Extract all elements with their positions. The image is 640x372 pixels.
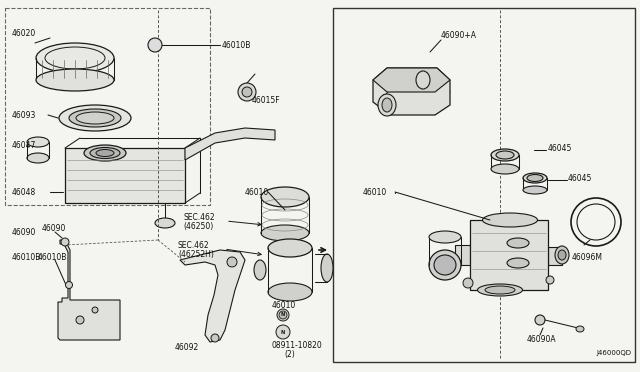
Text: 08911-10820: 08911-10820 [272, 340, 323, 350]
Text: 46090: 46090 [12, 228, 36, 237]
Circle shape [276, 325, 290, 339]
Bar [5, 8, 210, 205]
Text: 46010B: 46010B [38, 253, 67, 263]
Text: 46092: 46092 [175, 343, 199, 353]
Text: 46093: 46093 [12, 110, 36, 119]
Ellipse shape [576, 326, 584, 332]
Text: 46045: 46045 [568, 173, 593, 183]
Polygon shape [373, 68, 450, 115]
Ellipse shape [507, 238, 529, 248]
Ellipse shape [416, 71, 430, 89]
Ellipse shape [59, 105, 131, 131]
Text: SEC.462: SEC.462 [178, 241, 210, 250]
Ellipse shape [321, 254, 333, 282]
Bar [470, 220, 548, 290]
Circle shape [227, 257, 237, 267]
Text: 46015F: 46015F [252, 96, 280, 105]
Circle shape [211, 334, 219, 342]
Text: SEC.462: SEC.462 [183, 212, 214, 221]
Ellipse shape [268, 283, 312, 301]
Text: N: N [281, 312, 285, 317]
Ellipse shape [491, 149, 519, 161]
Text: J46000QD: J46000QD [596, 350, 631, 356]
Text: 46045: 46045 [548, 144, 572, 153]
Ellipse shape [491, 164, 519, 174]
Circle shape [148, 38, 162, 52]
Ellipse shape [496, 151, 514, 159]
Bar [65, 148, 185, 203]
Circle shape [242, 87, 252, 97]
Ellipse shape [477, 284, 522, 296]
Ellipse shape [527, 174, 543, 182]
Bar [455, 245, 470, 265]
Ellipse shape [382, 98, 392, 112]
Ellipse shape [523, 186, 547, 194]
Ellipse shape [36, 43, 114, 73]
Text: (46252H): (46252H) [178, 250, 214, 259]
Ellipse shape [434, 255, 456, 275]
Ellipse shape [69, 109, 121, 127]
Ellipse shape [378, 94, 396, 116]
Text: 46090+A: 46090+A [441, 31, 477, 39]
Circle shape [76, 316, 84, 324]
Circle shape [546, 276, 554, 284]
Bar [548, 247, 562, 265]
Circle shape [92, 307, 98, 313]
Text: (2): (2) [284, 350, 295, 359]
Polygon shape [180, 250, 245, 342]
Text: 46010: 46010 [272, 301, 296, 310]
Text: 46047: 46047 [12, 141, 36, 150]
Ellipse shape [96, 150, 114, 157]
Text: 46010B: 46010B [12, 253, 42, 263]
Polygon shape [373, 68, 450, 92]
Ellipse shape [261, 187, 309, 207]
Ellipse shape [535, 315, 545, 325]
Bar [333, 8, 635, 362]
Ellipse shape [27, 137, 49, 147]
Ellipse shape [268, 239, 312, 257]
Ellipse shape [254, 260, 266, 280]
Ellipse shape [483, 213, 538, 227]
Circle shape [277, 309, 289, 321]
Text: 46010: 46010 [363, 187, 387, 196]
Polygon shape [58, 240, 120, 340]
Text: 46090: 46090 [42, 224, 67, 232]
Text: 46096M: 46096M [572, 253, 603, 263]
Ellipse shape [555, 246, 569, 264]
Ellipse shape [523, 173, 547, 183]
Ellipse shape [429, 231, 461, 243]
Ellipse shape [558, 250, 566, 260]
Text: 46010B: 46010B [222, 41, 252, 49]
Circle shape [61, 238, 69, 246]
Text: 46090A: 46090A [527, 336, 557, 344]
Ellipse shape [485, 286, 515, 294]
Text: 46010: 46010 [245, 187, 269, 196]
Text: 46048: 46048 [12, 187, 36, 196]
Ellipse shape [155, 218, 175, 228]
Ellipse shape [27, 153, 49, 163]
Ellipse shape [429, 250, 461, 280]
Ellipse shape [507, 258, 529, 268]
Text: N: N [281, 330, 285, 334]
Circle shape [279, 311, 287, 319]
Ellipse shape [36, 69, 114, 91]
Ellipse shape [90, 148, 120, 158]
Circle shape [65, 282, 72, 289]
Text: (46250): (46250) [183, 221, 213, 231]
Polygon shape [185, 128, 275, 160]
Circle shape [238, 83, 256, 101]
Ellipse shape [261, 225, 309, 241]
Circle shape [463, 278, 473, 288]
Ellipse shape [76, 112, 114, 124]
Ellipse shape [84, 145, 126, 161]
Text: 46020: 46020 [12, 29, 36, 38]
